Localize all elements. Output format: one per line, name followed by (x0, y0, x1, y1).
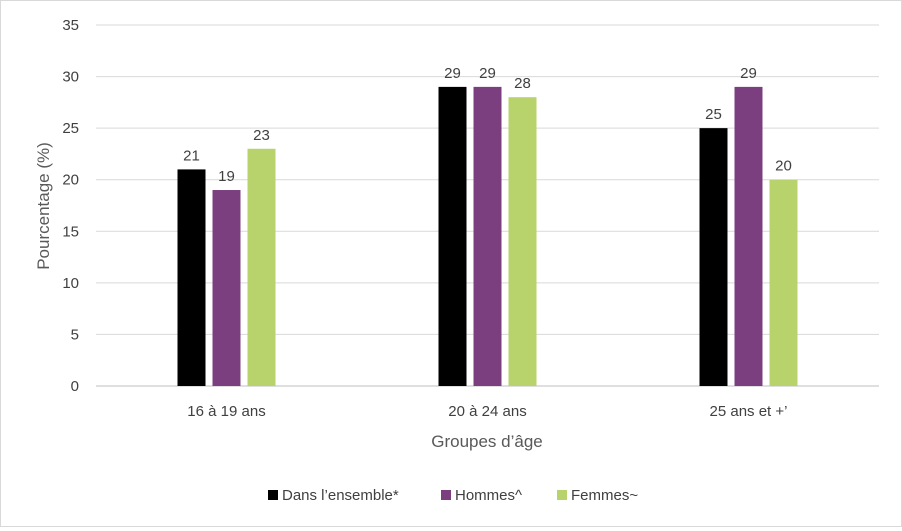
data-label: 29 (740, 65, 757, 82)
legend-label: Femmes~ (571, 487, 638, 504)
data-label: 19 (218, 168, 235, 185)
legend-swatch (268, 490, 278, 500)
y-tick-label: 15 (62, 223, 79, 240)
legend-swatch (441, 490, 451, 500)
x-axis-title: Groupes d’âge (431, 432, 543, 451)
data-label: 21 (183, 147, 200, 164)
x-tick-label: 25 ans et +’ (710, 403, 788, 420)
y-axis-title: Pourcentage (%) (34, 142, 53, 270)
bar (247, 148, 276, 386)
y-tick-label: 35 (62, 17, 79, 34)
bar (177, 169, 206, 386)
bar (473, 86, 502, 386)
legend-label: Dans l’ensemble* (282, 487, 399, 504)
y-axis-ticks: 0 5 10 15 20 25 30 35 (62, 17, 79, 395)
x-tick-label: 16 à 19 ans (187, 403, 265, 420)
x-axis-ticks: 16 à 19 ans 20 à 24 ans 25 ans et +’ (187, 403, 787, 420)
data-label: 20 (775, 158, 792, 175)
data-label: 29 (444, 65, 461, 82)
bar (769, 179, 798, 386)
y-tick-label: 5 (71, 326, 79, 343)
bar (212, 190, 241, 386)
data-label: 29 (479, 65, 496, 82)
bar (508, 97, 537, 386)
legend-label: Hommes^ (455, 487, 522, 504)
y-tick-label: 10 (62, 275, 79, 292)
y-tick-label: 30 (62, 69, 79, 86)
data-label: 23 (253, 127, 270, 144)
bar (699, 128, 728, 386)
y-tick-label: 25 (62, 120, 79, 137)
legend: Dans l’ensemble* Hommes^ Femmes~ (268, 487, 638, 504)
data-labels: 21 19 23 29 29 28 25 29 20 (183, 65, 792, 185)
bar (438, 86, 467, 386)
bars (177, 86, 798, 386)
y-tick-label: 0 (71, 378, 79, 395)
legend-swatch (557, 490, 567, 500)
bar (734, 86, 763, 386)
x-tick-label: 20 à 24 ans (448, 403, 526, 420)
data-label: 28 (514, 75, 531, 92)
y-tick-label: 20 (62, 172, 79, 189)
data-label: 25 (705, 106, 722, 123)
